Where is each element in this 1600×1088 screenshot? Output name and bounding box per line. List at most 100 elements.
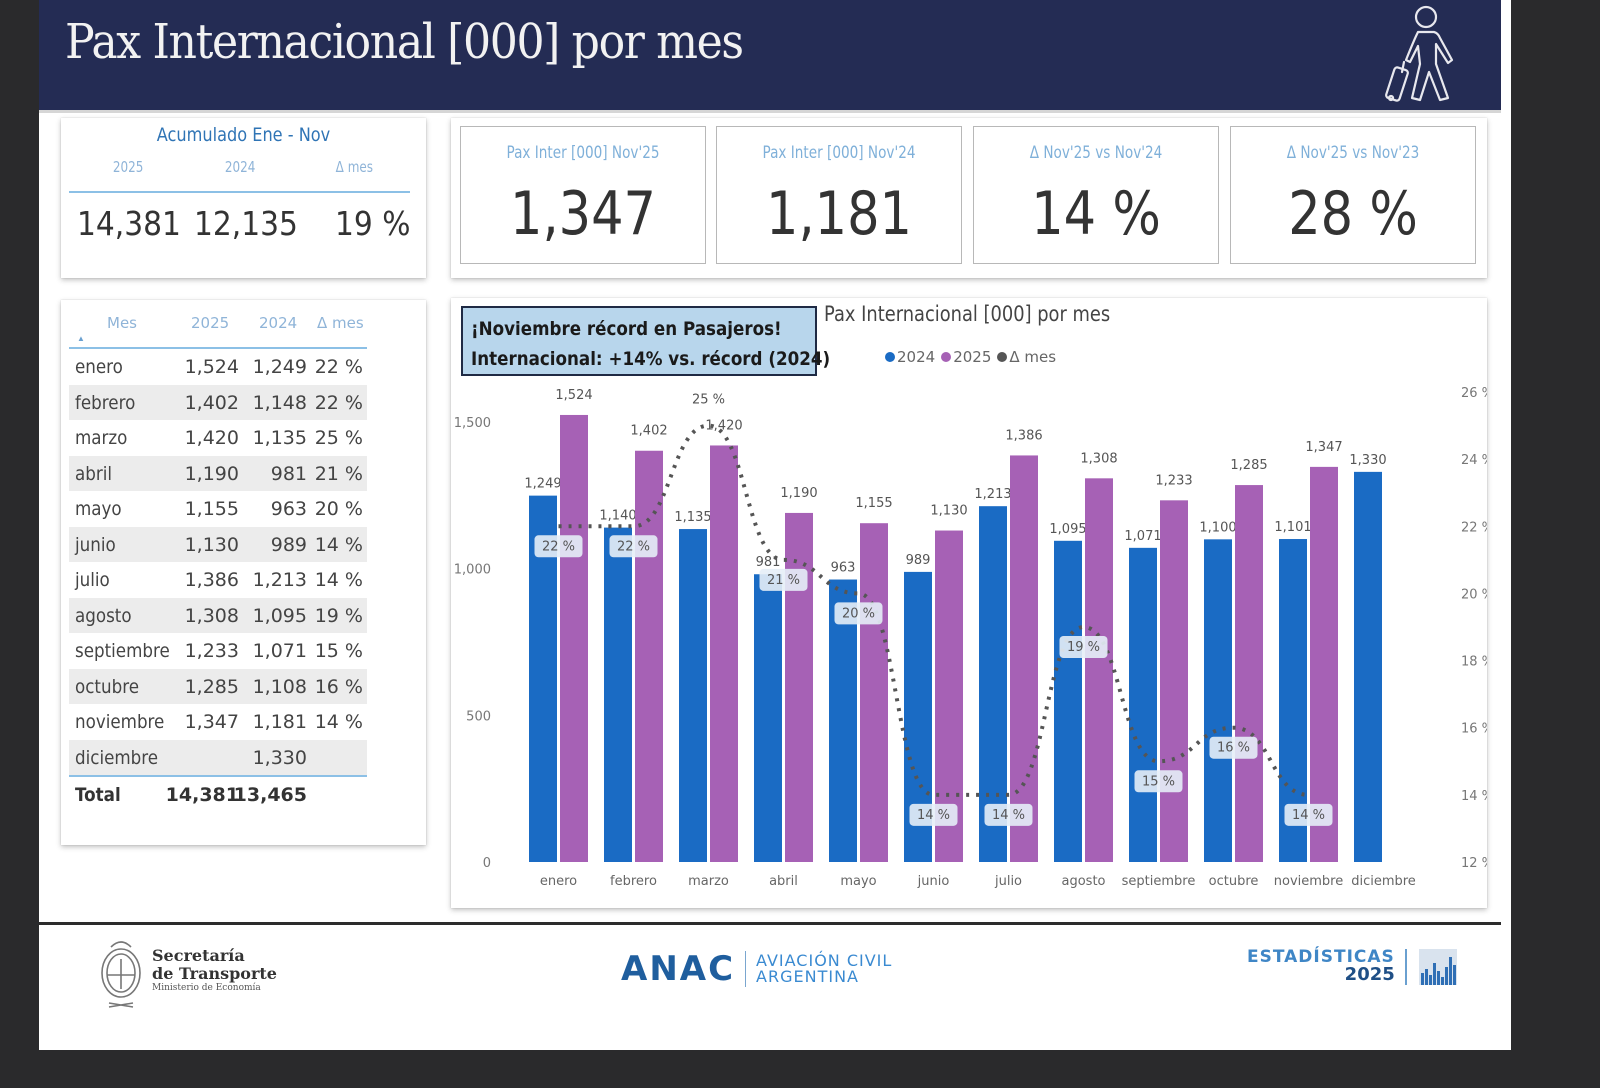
delta-label: 14 %: [992, 808, 1025, 823]
accumulated-value-delta: 19 %: [335, 204, 411, 243]
sort-ascending-icon[interactable]: ▲: [77, 334, 85, 343]
y-tick-label: 1,500: [454, 416, 491, 431]
table-row[interactable]: septiembre 1,233 1,071 15 %: [69, 633, 367, 669]
delta-label: 16 %: [1217, 741, 1250, 756]
monthly-table-card: Mes ▲ 2025 2024 Δ mes enero 1,524 1,249 22 …: [61, 300, 426, 845]
legend-label: 2024: [897, 348, 936, 366]
anac-separator: [745, 951, 747, 987]
bar-label-2025: 1,347: [1305, 440, 1342, 455]
x-tick-label: mayo: [840, 874, 876, 889]
kpi-card-nov24: Pax Inter [000] Nov'24 1,181: [716, 126, 962, 264]
cell-2025: 1,285: [184, 675, 239, 698]
table-row[interactable]: mayo 1,155 963 20 %: [69, 491, 367, 527]
cell-delta: 14 %: [314, 569, 363, 591]
callout-line-2: Internacional: +14% vs. récord (2024): [471, 348, 831, 370]
kpi-panel: Pax Inter [000] Nov'25 1,347 Pax Inter […: [451, 118, 1487, 278]
column-header-2025[interactable]: 2025: [191, 314, 230, 332]
legend-label: Δ mes: [1009, 348, 1057, 366]
cell-2024: 1,181: [252, 711, 307, 733]
table-row[interactable]: octubre 1,285 1,108 16 %: [69, 668, 367, 704]
column-header-2024[interactable]: 2024: [259, 314, 298, 332]
cell-mes: junio: [75, 533, 116, 556]
y-tick-label: 500: [466, 709, 491, 724]
legend-item-2025[interactable]: 2025: [941, 348, 991, 366]
anac-subtitle: AVIACIÓN CIVIL ARGENTINA: [756, 953, 892, 985]
cell-mes: diciembre: [75, 746, 159, 769]
cell-2025: 1,386: [184, 569, 239, 591]
cell-2025: 1,130: [184, 533, 239, 556]
monthly-bar-chart: 0 500 1,000 1,500 12 % 14 % 16 % 18 % 20 % 22 % 24…: [454, 386, 1487, 889]
bar-label-2024: 1,071: [1124, 529, 1161, 544]
delta-label-box: [1059, 636, 1108, 658]
legend-dot-2025: [941, 352, 952, 362]
cell-delta: 25 %: [314, 427, 363, 449]
total-2025: 14,381: [165, 784, 239, 806]
table-row[interactable]: julio 1,386 1,213 14 %: [69, 562, 367, 598]
cell-2024: 1,095: [252, 604, 307, 627]
cell-mes: agosto: [75, 604, 132, 627]
legend-item-delta[interactable]: Δ mes: [997, 348, 1056, 366]
column-header-delta[interactable]: Δ mes: [317, 314, 364, 332]
total-2024: 13,465: [233, 784, 307, 806]
table-row[interactable]: agosto 1,308 1,095 19 %: [69, 597, 367, 633]
legend-item-2024[interactable]: 2024: [885, 348, 935, 366]
kpi-label: Δ Nov'25 vs Nov'23: [1286, 143, 1420, 163]
delta-label-box: [534, 535, 583, 558]
table-row[interactable]: abril 1,190 981 21 %: [69, 455, 367, 491]
dashboard-page: Pax Internacional [000] por mes Acumulad…: [39, 0, 1511, 1050]
delta-line: [558, 423, 1309, 797]
table-body: enero 1,524 1,249 22 % febrero 1,402 1,148 22 %…: [69, 349, 367, 775]
secretaria-line-1: Secretaría: [152, 946, 245, 965]
bar-label-2025: 1,402: [630, 424, 667, 439]
x-tick-label: febrero: [610, 874, 657, 889]
bar-label-2025: 1,155: [855, 496, 892, 511]
bar-label-2025: 1,190: [780, 486, 817, 501]
cell-mes: enero: [75, 356, 123, 378]
cell-2025: 1,402: [184, 391, 239, 414]
table-row[interactable]: febrero 1,402 1,148 22 %: [69, 384, 367, 420]
delta-label-box: [759, 568, 808, 591]
estadisticas-year: 2025: [1344, 964, 1395, 985]
cell-delta: 22 %: [314, 391, 363, 414]
table-row[interactable]: noviembre 1,347 1,181 14 %: [69, 704, 367, 740]
table-row[interactable]: marzo 1,420 1,135 25 %: [69, 420, 367, 456]
x-tick-label: septiembre: [1122, 874, 1196, 889]
bar-label-2024: 989: [906, 553, 931, 568]
cell-mes: septiembre: [75, 640, 170, 662]
cell-mes: febrero: [75, 391, 136, 414]
bar-2024: [1354, 471, 1382, 862]
bar-2025: [1160, 500, 1188, 862]
kpi-value: 28 %: [1288, 179, 1418, 249]
kpi-label: Pax Inter [000] Nov'25: [506, 143, 660, 163]
accumulated-col-2025: 2025: [112, 158, 144, 176]
kpi-value: 1,181: [765, 179, 913, 249]
cell-2024: 1,213: [252, 569, 307, 591]
bar-2024: [754, 574, 782, 862]
kpi-label: Δ Nov'25 vs Nov'24: [1029, 143, 1163, 163]
cell-delta: 15 %: [314, 640, 363, 662]
x-tick-label: julio: [994, 874, 1022, 889]
table-row[interactable]: enero 1,524 1,249 22 %: [69, 349, 367, 385]
delta-label: 25 %: [692, 393, 725, 408]
bar-label-2024: 1,095: [1049, 522, 1086, 537]
estadisticas-logo: ESTADÍSTICAS 2025: [1247, 949, 1395, 984]
delta-label: 15 %: [1142, 774, 1175, 789]
anac-sub-line-2: ARGENTINA: [756, 967, 859, 986]
bar-label-2025: 1,130: [930, 504, 967, 519]
kpi-value: 1,347: [509, 179, 657, 249]
secretaria-logo: Secretaría de Transporte Ministerio de E…: [152, 946, 277, 994]
bar-2025: [635, 450, 663, 862]
table-row[interactable]: junio 1,130 989 14 %: [69, 526, 367, 562]
delta-label: 22 %: [542, 539, 575, 554]
legend-dot-delta: [997, 352, 1008, 362]
record-callout: ¡Noviembre récord en Pasajeros! Internac…: [461, 306, 831, 376]
chart-title: Pax Internacional [000] por mes: [824, 302, 1111, 326]
bar-label-2024: 1,135: [674, 510, 711, 525]
y-tick-label: 0: [483, 856, 491, 871]
monthly-table: Mes ▲ 2025 2024 Δ mes enero 1,524 1,249 22 …: [69, 312, 367, 813]
bar-label-2024: 1,140: [599, 509, 636, 524]
delta-label: 19 %: [1067, 640, 1100, 655]
table-row[interactable]: diciembre 1,330: [69, 739, 367, 775]
coat-of-arms-icon: [101, 941, 141, 1008]
column-header-mes[interactable]: Mes: [107, 314, 137, 332]
